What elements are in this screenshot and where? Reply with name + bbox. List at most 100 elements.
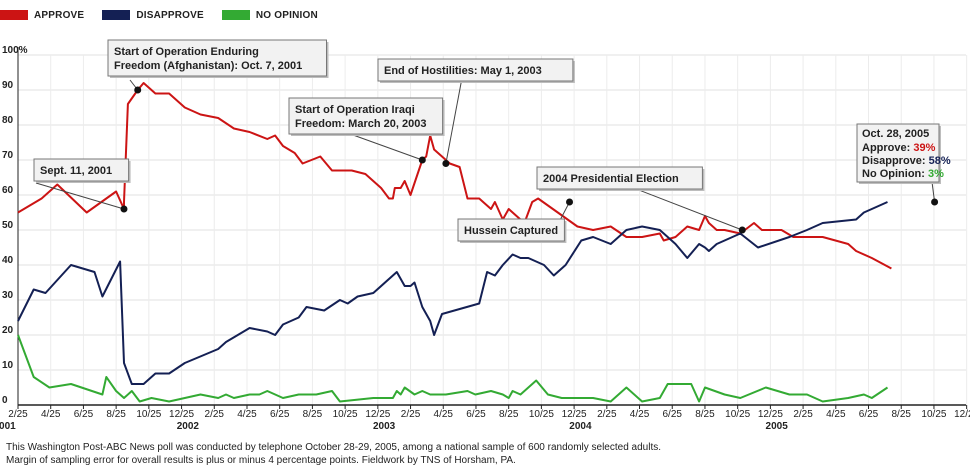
annotation-text: Sept. 11, 2001 (40, 165, 112, 177)
annotation-dot (418, 156, 426, 164)
annotation-dot (442, 160, 450, 167)
series-line-no-opinion (17, 334, 889, 403)
y-tick-label: 70 (2, 150, 14, 161)
latest-approve-value: 39% (913, 142, 935, 154)
x-tick-labels: 2/25 4/25 6/25 8/25 10/25 12/25 2/25 4/25 6/25 8/… (8, 405, 970, 420)
annotation-text: Start of Operation Iraqi (295, 104, 415, 116)
year-label: 2005 (766, 421, 789, 432)
legend-item-disapprove: DISAPPROVE (102, 10, 204, 21)
x-tick-label: 10/25 (921, 409, 946, 420)
annotation-leader (445, 77, 463, 164)
legend-item-approve: APPROVE (0, 10, 84, 21)
x-tick-label: 2/25 (793, 409, 813, 420)
y-tick-labels: 0 10 20 30 40 50 60 70 80 90 100% (2, 45, 28, 406)
latest-no-opinion-label: No Opinion: (862, 168, 928, 180)
x-tick-label: 10/25 (136, 409, 161, 420)
y-tick-label: 90 (2, 80, 14, 91)
x-tick-label: 10/25 (529, 409, 554, 420)
annotations: Sept. 11, 2001 Start of Operation Endurin… (33, 39, 951, 243)
annotation-text: Start of Operation Enduring (114, 46, 259, 58)
year-label: 2003 (373, 421, 396, 432)
footnote-line-2: Margin of sampling error for overall res… (6, 455, 516, 466)
x-tick-label: 4/25 (41, 409, 61, 420)
annotation-text: Freedom: March 20, 2003 (295, 118, 426, 130)
annotation: End of Hostilities: May 1, 2003 (377, 58, 575, 167)
x-tick-label: 8/25 (695, 409, 715, 420)
latest-dot (931, 198, 939, 206)
annotation: Start of Operation Enduring Freedom (Afgh… (107, 39, 329, 94)
x-tick-label: 6/25 (663, 409, 683, 420)
y-tick-label: 10 (2, 360, 14, 371)
x-tick-label: 2/25 (597, 409, 617, 420)
latest-disapprove-value: 58% (929, 155, 951, 167)
x-tick-label: 6/25 (270, 409, 290, 420)
legend-label-no-opinion: NO OPINION (255, 9, 318, 21)
year-label: 2001 (0, 421, 16, 432)
annotation-leader (35, 182, 125, 210)
series-line-approve (17, 82, 892, 270)
y-tick-label: 20 (2, 325, 14, 336)
annotation: Sept. 11, 2001 (33, 158, 131, 213)
footnote: This Washington Post-ABC News poll was c… (6, 441, 661, 467)
annotation-dot (134, 86, 142, 94)
latest-date: Oct. 28, 2005 (862, 128, 929, 140)
x-tick-label: 12/25 (562, 409, 587, 420)
x-tick-label: 12/25 (758, 409, 783, 420)
annotation-box (457, 218, 565, 242)
annotation-dot (120, 205, 128, 213)
x-tick-label: 2/25 (8, 409, 28, 420)
latest-disapprove: Disapprove: 58% (862, 155, 951, 167)
x-tick-label: 6/25 (466, 409, 486, 420)
annotation-box (107, 39, 327, 77)
legend-swatch-approve (0, 10, 28, 20)
x-tick-label: 2/25 (205, 409, 225, 420)
legend-item-no-opinion: NO OPINION (221, 9, 318, 21)
x-tick-label: 4/25 (826, 409, 846, 420)
annotation-dot (738, 226, 746, 234)
x-tick-label: 12/25 (954, 409, 970, 420)
annotation-leader (625, 184, 743, 231)
annotation-box (536, 166, 703, 190)
latest-box (856, 123, 940, 183)
y-tick-label: 60 (2, 185, 14, 196)
annotation-text: Freedom (Afghanistan): Oct. 7, 2001 (114, 60, 302, 72)
year-label: 2002 (177, 421, 200, 432)
annotation-text: 2004 Presidential Election (543, 173, 679, 185)
latest-no-opinion: No Opinion: 3% (862, 168, 944, 180)
x-tick-label: 8/25 (303, 409, 323, 420)
x-tick-label: 4/25 (434, 409, 454, 420)
annotation-box (33, 158, 130, 182)
x-tick-label: 8/25 (499, 409, 519, 420)
annotation-box (288, 97, 444, 135)
x-tick-label: 8/25 (891, 409, 911, 420)
x-tick-label: 10/25 (333, 409, 358, 420)
x-tick-label: 10/25 (725, 409, 750, 420)
annotation-text: Hussein Captured (464, 225, 558, 237)
year-label: 2004 (569, 421, 592, 432)
y-tick-label: 30 (2, 290, 14, 301)
x-tick-label: 6/25 (74, 409, 94, 420)
x-tick-label: 12/25 (365, 409, 390, 420)
annotation-box (377, 58, 574, 82)
x-tick-label: 8/25 (106, 409, 126, 420)
annotation-text: End of Hostilities: May 1, 2003 (384, 65, 542, 77)
x-tick-label: 12/25 (169, 409, 194, 420)
legend-swatch-disapprove (102, 10, 131, 20)
x-tick-label: 2/25 (401, 409, 421, 420)
annotation: Hussein Captured (457, 198, 574, 243)
annotation: Start of Operation Iraqi Freedom: March 2… (288, 97, 445, 164)
latest-no-opinion-value: 3% (928, 168, 944, 180)
approval-chart: 0 10 20 30 40 50 60 70 80 90 100% 2/25 4/25 6/25 8/25 1… (0, 39, 970, 432)
series-line-disapprove (17, 201, 888, 385)
latest-approve-label: Approve: (862, 142, 913, 154)
x-tick-label: 6/25 (859, 409, 879, 420)
y-tick-label: 80 (2, 115, 14, 126)
y-tick-label: 100% (2, 45, 28, 56)
legend-label-disapprove: DISAPPROVE (136, 9, 204, 21)
legend: APPROVE DISAPPROVE NO OPINION (0, 9, 336, 21)
annotation: 2004 Presidential Election (536, 166, 746, 234)
year-labels: 2001 2002 2003 2004 2005 (0, 421, 788, 432)
legend-label-approve: APPROVE (34, 9, 85, 21)
latest-summary: Oct. 28, 2005 Approve: 39%Disapprove: 58%… (856, 123, 951, 206)
x-tick-label: 4/25 (237, 409, 257, 420)
